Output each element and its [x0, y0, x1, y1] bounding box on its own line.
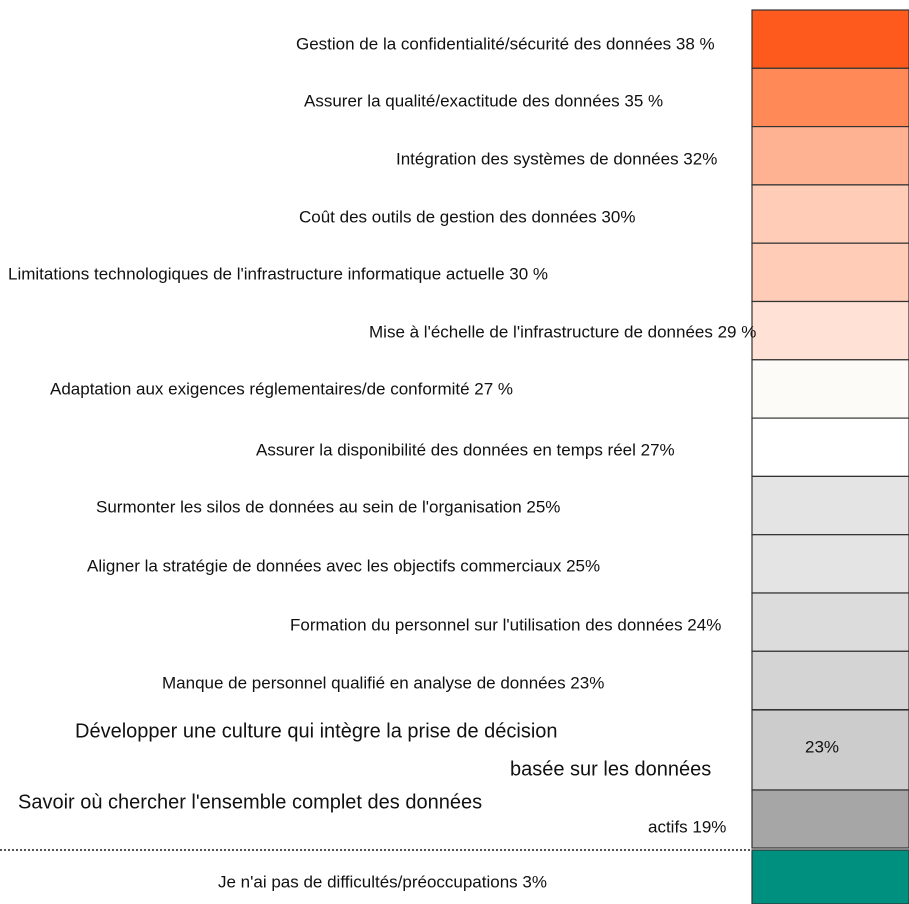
- block: [751, 359, 909, 419]
- item-label: Surmonter les silos de données au sein d…: [96, 497, 560, 516]
- item-label: Aligner la stratégie de données avec les…: [87, 556, 600, 575]
- item-label: Formation du personnel sur l'utilisation…: [290, 615, 721, 634]
- item-label: Gestion de la confidentialité/sécurité d…: [296, 34, 715, 53]
- item-label: Mise à l'échelle de l'infrastructure de …: [369, 322, 756, 341]
- block: [751, 534, 909, 594]
- item-label: actifs 19%: [648, 817, 726, 836]
- block: [751, 67, 909, 128]
- block: [751, 184, 909, 244]
- item-label: Limitations technologiques de l'infrastr…: [8, 264, 548, 283]
- block: [751, 242, 909, 303]
- item-label: basée sur les données: [510, 758, 711, 780]
- block: [751, 9, 909, 69]
- block: [751, 125, 909, 186]
- item-label: 23%: [805, 737, 839, 756]
- item-label: Je n'ai pas de difficultés/préoccupation…: [218, 872, 547, 891]
- block: [751, 789, 909, 849]
- item-label: Adaptation aux exigences réglementaires/…: [50, 379, 513, 398]
- block: [751, 475, 909, 536]
- block: [751, 417, 909, 478]
- block: [751, 592, 909, 652]
- item-label: Savoir où chercher l'ensemble complet de…: [18, 791, 482, 813]
- block: [751, 849, 909, 904]
- item-label: Développer une culture qui intègre la pr…: [75, 720, 558, 742]
- block: [751, 650, 909, 711]
- block: [751, 300, 909, 361]
- item-label: Intégration des systèmes de données 32%: [396, 149, 717, 168]
- item-label: Manque de personnel qualifié en analyse …: [162, 673, 604, 692]
- item-label: Coût des outils de gestion des données 3…: [299, 207, 635, 226]
- item-label: Assurer la disponibilité des données en …: [256, 440, 675, 459]
- item-label: Assurer la qualité/exactitude des donnée…: [304, 91, 663, 110]
